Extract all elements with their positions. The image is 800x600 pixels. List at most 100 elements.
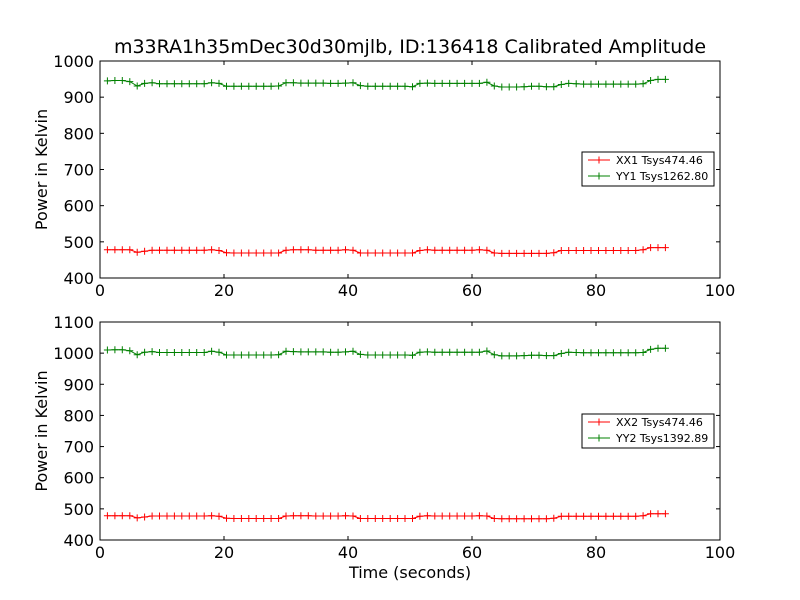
data-point (356, 82, 364, 90)
data-point (156, 512, 163, 520)
y-tick-label: 600 (63, 469, 94, 488)
data-point (468, 348, 476, 356)
series-yy (103, 344, 669, 360)
data-point (111, 246, 119, 254)
data-point (431, 348, 439, 356)
data-point (624, 512, 632, 520)
data-point (409, 515, 416, 522)
data-point (475, 512, 483, 520)
data-point (528, 82, 535, 90)
data-point (304, 348, 312, 356)
data-point (535, 351, 543, 359)
data-point (237, 249, 245, 257)
data-point (356, 249, 364, 257)
data-point (260, 249, 268, 257)
data-point (282, 79, 290, 87)
data-point (475, 79, 483, 87)
data-point (572, 512, 580, 520)
data-point (550, 352, 558, 360)
data-point (475, 246, 483, 254)
data-point (639, 349, 647, 356)
data-point (252, 515, 260, 522)
data-point (379, 82, 387, 90)
data-point (498, 249, 506, 257)
data-point (602, 80, 610, 88)
data-point (260, 351, 268, 359)
data-point (520, 515, 528, 523)
data-point (542, 352, 550, 360)
y-tick-label: 800 (63, 406, 94, 425)
data-point (580, 80, 588, 88)
legend-label: YY2 Tsys1392.89 (615, 432, 708, 445)
data-point (297, 79, 305, 87)
data-point (550, 83, 558, 91)
x-tick-label: 100 (705, 281, 736, 300)
data-point (409, 249, 416, 257)
data-point (252, 82, 260, 90)
data-point (103, 512, 111, 520)
data-point (416, 79, 424, 87)
data-point (371, 351, 379, 359)
data-point (661, 75, 669, 83)
data-point (498, 515, 506, 523)
data-point (334, 79, 342, 87)
series-line (107, 347, 666, 357)
y-tick-label: 1000 (53, 52, 94, 71)
data-point (438, 348, 446, 356)
data-point (513, 249, 521, 257)
data-point (371, 515, 379, 522)
data-point (542, 515, 550, 523)
data-point (118, 77, 126, 84)
data-point (319, 512, 327, 520)
data-point (602, 349, 610, 357)
data-point (505, 352, 513, 360)
data-point (230, 82, 238, 90)
data-point (401, 249, 409, 257)
data-point (141, 247, 149, 255)
data-point (342, 348, 349, 356)
y-tick-label: 1100 (53, 313, 94, 332)
data-point (535, 249, 543, 257)
data-point (193, 246, 201, 254)
series-line (107, 513, 666, 520)
data-point (148, 348, 156, 356)
data-point (371, 82, 379, 90)
data-point (394, 82, 402, 90)
data-point (223, 249, 230, 257)
legend-box (581, 151, 715, 187)
data-point (468, 246, 476, 254)
data-point (595, 349, 602, 357)
data-point (237, 515, 245, 522)
data-point (118, 346, 126, 354)
data-point (267, 82, 275, 90)
data-point (327, 512, 335, 520)
data-point (401, 515, 409, 522)
y-axis-label: Power in Kelvin (32, 109, 51, 230)
data-point (609, 349, 617, 357)
data-point (468, 79, 476, 87)
data-point (260, 515, 268, 522)
data-point (126, 347, 134, 355)
data-point (647, 510, 655, 518)
data-point (148, 246, 156, 254)
data-point (267, 515, 275, 522)
data-point (624, 80, 632, 88)
data-point (416, 247, 424, 254)
data-point (252, 249, 260, 257)
data-point (453, 246, 461, 254)
data-point (557, 81, 565, 88)
data-point (275, 249, 283, 257)
data-point (587, 349, 595, 357)
data-point (572, 80, 580, 88)
legend-swatch-marker (595, 172, 603, 180)
data-point (178, 80, 186, 88)
data-point (453, 79, 461, 87)
data-point (185, 80, 193, 88)
data-point (632, 80, 640, 88)
x-tick-label: 80 (586, 543, 606, 562)
x-tick-label: 20 (214, 543, 234, 562)
data-point (639, 246, 647, 254)
legend-label: YY1 Tsys1262.80 (615, 170, 708, 183)
data-point (126, 78, 134, 86)
data-point (334, 246, 342, 254)
